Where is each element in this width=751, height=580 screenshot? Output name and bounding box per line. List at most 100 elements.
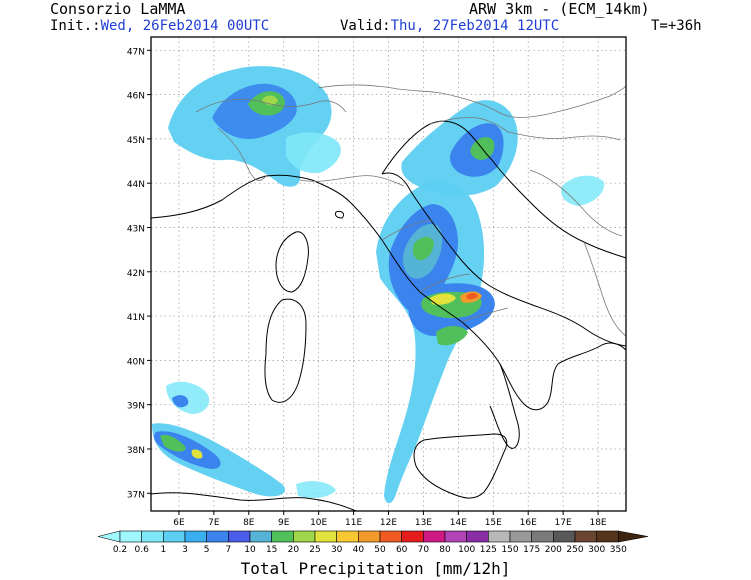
lon-tick-label: 18E [589, 518, 606, 528]
colorbar-swatch [141, 530, 164, 543]
colorbar-label: 20 [288, 545, 300, 555]
border-austria [317, 84, 626, 118]
colorbar-swatch [466, 530, 489, 543]
colorbar-label: 350 [610, 545, 627, 555]
colorbar-label: 125 [480, 545, 497, 555]
init-value: Wed, 26Feb2014 00UTC [100, 18, 270, 34]
coast-calabria [489, 363, 520, 449]
colorbar-swatch [444, 530, 467, 543]
model-title: ARW 3km - (ECM_14km) [469, 0, 650, 18]
borders [195, 84, 626, 337]
lon-tick-label: 16E [520, 518, 537, 528]
precip-area-dalmatia [560, 175, 605, 206]
precip-area-sardinia-core [172, 395, 189, 408]
coast-corsica [275, 231, 309, 293]
coast-north-africa [151, 492, 357, 511]
colorbar-swatch [401, 530, 424, 543]
border-italy-regions-2 [381, 219, 433, 241]
colorbar-label: 80 [439, 545, 451, 555]
precip-area-central-green [412, 236, 434, 261]
colorbar-swatch [314, 530, 337, 543]
lon-tick-label: 8E [243, 518, 255, 528]
colorbar-label: 300 [588, 545, 605, 555]
colorbar-swatch [271, 530, 294, 543]
colorbar-swatch [358, 530, 381, 543]
colorbar-swatch [184, 530, 207, 543]
lat-tick-label: 38N [127, 446, 145, 456]
coastlines [151, 120, 626, 511]
lat-tick-label: 44N [127, 180, 145, 190]
legend-title: Total Precipitation [mm/12h] [240, 559, 511, 578]
colorbar-swatch [553, 530, 576, 543]
colorbar-swatch [574, 530, 597, 543]
colorbar-label: 15 [266, 545, 277, 555]
colorbar-label: 60 [396, 545, 408, 555]
lat-tick-label: 40N [127, 357, 145, 367]
border-italy-regions-3 [419, 273, 471, 293]
coast-dalmatia [491, 159, 626, 259]
precipitation-colorbar: 0.2 0.6 1 3 5 7 10 15 20 25 30 40 50 60 70 80 100 125 150 1… [97, 530, 649, 555]
border-slovenia [429, 117, 509, 133]
lat-tick-label: 41N [127, 313, 145, 323]
colorbar-label: 1 [160, 545, 166, 555]
colorbar-label: 40 [353, 545, 365, 555]
lon-tick-label: 15E [485, 518, 502, 528]
colorbar-swatch [423, 530, 446, 543]
colorbar-label: 5 [204, 545, 210, 555]
border-switzerland [195, 98, 347, 113]
lat-tick-label: 37N [127, 490, 145, 500]
init-label: Init.: [50, 18, 101, 34]
colorbar-label: 200 [545, 545, 562, 555]
colorbar-label: 7 [225, 545, 231, 555]
precip-area-campania-red [466, 293, 478, 300]
colorbar-min-arrow [97, 530, 121, 543]
colorbar-label: 30 [331, 545, 343, 555]
border-bosnia [529, 169, 623, 237]
colorbar-label: 50 [374, 545, 386, 555]
coast-sicily [413, 433, 508, 499]
colorbar-max-arrow [618, 530, 649, 543]
lon-tick-label: 14E [450, 518, 467, 528]
colorbar-label: 70 [418, 545, 430, 555]
precip-area-sicily-north [296, 481, 336, 498]
border-balkans [583, 241, 626, 337]
colorbar-swatch [228, 530, 251, 543]
precip-area-southwest-yellow [191, 449, 203, 459]
lon-tick-label: 11E [345, 518, 362, 528]
lon-tick-label: 10E [310, 518, 327, 528]
colorbar-swatch [336, 530, 359, 543]
colorbar-swatch [531, 530, 554, 543]
lat-tick-label: 47N [127, 47, 145, 57]
coast-north-adriatic [381, 120, 493, 175]
colorbar-label: 100 [458, 545, 475, 555]
init-line: Init.:Wed, 26Feb2014 00UTC [50, 18, 269, 34]
colorbar-swatch [249, 530, 272, 543]
colorbar-label: 0.2 [113, 545, 127, 555]
colorbar-label: 3 [182, 545, 188, 555]
lon-tick-label: 7E [208, 518, 220, 528]
border-france-italy [217, 127, 267, 181]
lat-tick-label: 39N [127, 402, 145, 412]
valid-line: Valid:Thu, 27Feb2014 12UTC [340, 18, 559, 34]
coast-france-italy-mainland [151, 174, 626, 411]
colorbar-swatch [509, 530, 532, 543]
border-croatia [507, 131, 621, 141]
valid-label: Valid: [340, 18, 391, 34]
colorbar-label: 0.6 [135, 545, 150, 555]
precip-area-campania-yellow [430, 293, 456, 305]
lon-tick-label: 9E [278, 518, 290, 528]
lon-tick-label: 13E [415, 518, 432, 528]
colorbar-swatch [206, 530, 229, 543]
lat-tick-label: 46N [127, 92, 145, 102]
colorbar-label: 175 [523, 545, 540, 555]
border-italy-regions-4 [461, 307, 509, 323]
precip-area-piedmont [286, 132, 341, 174]
lead-time: T=+36h [651, 18, 702, 34]
colorbar-label: 150 [501, 545, 518, 555]
lat-tick-label: 43N [127, 224, 145, 234]
org-title: Consorzio LaMMA [50, 0, 186, 18]
colorbar-label: 25 [309, 545, 320, 555]
colorbar-swatch [379, 530, 402, 543]
lon-tick-label: 12E [380, 518, 397, 528]
